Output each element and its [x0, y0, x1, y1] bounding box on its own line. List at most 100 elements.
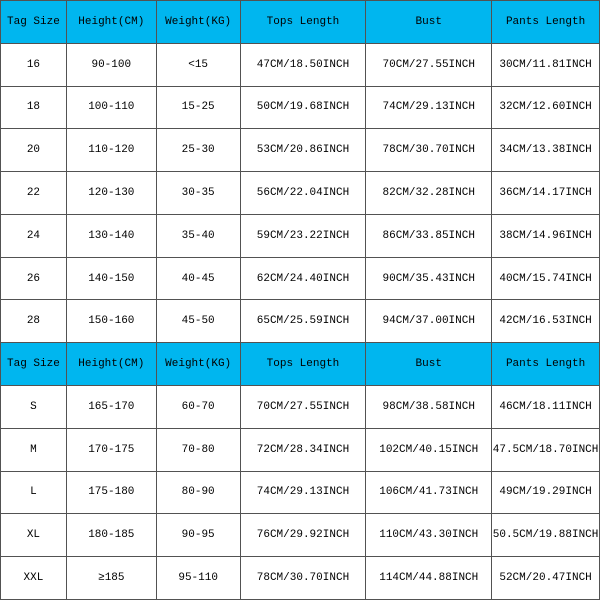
cell: 72CM/28.34INCH: [240, 428, 366, 471]
cell: 53CM/20.86INCH: [240, 129, 366, 172]
header-row-kids: Tag Size Height(CM) Weight(KG) Tops Leng…: [1, 1, 600, 44]
cell: 150-160: [66, 300, 156, 343]
cell: 32CM/12.60INCH: [492, 86, 600, 129]
cell: 95-110: [156, 557, 240, 600]
cell: 165-170: [66, 386, 156, 429]
table-row: 28150-16045-5065CM/25.59INCH94CM/37.00IN…: [1, 300, 600, 343]
cell: 106CM/41.73INCH: [366, 471, 492, 514]
table-row: XL180-18590-9576CM/29.92INCH110CM/43.30I…: [1, 514, 600, 557]
cell: 65CM/25.59INCH: [240, 300, 366, 343]
cell: 86CM/33.85INCH: [366, 214, 492, 257]
cell: ≥185: [66, 557, 156, 600]
cell: 82CM/32.28INCH: [366, 172, 492, 215]
col-weight: Weight(KG): [156, 343, 240, 386]
cell: 46CM/18.11INCH: [492, 386, 600, 429]
table-row: 22120-13030-3556CM/22.04INCH82CM/32.28IN…: [1, 172, 600, 215]
cell: 16: [1, 43, 67, 86]
table-row: 24130-14035-4059CM/23.22INCH86CM/33.85IN…: [1, 214, 600, 257]
cell: XXL: [1, 557, 67, 600]
col-height: Height(CM): [66, 1, 156, 44]
cell: 15-25: [156, 86, 240, 129]
cell: 18: [1, 86, 67, 129]
cell: 22: [1, 172, 67, 215]
table-row: XXL≥18595-11078CM/30.70INCH114CM/44.88IN…: [1, 557, 600, 600]
table-row: 20110-12025-3053CM/20.86INCH78CM/30.70IN…: [1, 129, 600, 172]
col-weight: Weight(KG): [156, 1, 240, 44]
size-chart-table: Tag Size Height(CM) Weight(KG) Tops Leng…: [0, 0, 600, 600]
cell: 47.5CM/18.70INCH: [492, 428, 600, 471]
header-row-adult: Tag Size Height(CM) Weight(KG) Tops Leng…: [1, 343, 600, 386]
cell: 90CM/35.43INCH: [366, 257, 492, 300]
cell: 94CM/37.00INCH: [366, 300, 492, 343]
cell: 90-95: [156, 514, 240, 557]
cell: 78CM/30.70INCH: [366, 129, 492, 172]
cell: 70-80: [156, 428, 240, 471]
cell: 98CM/38.58INCH: [366, 386, 492, 429]
cell: 102CM/40.15INCH: [366, 428, 492, 471]
cell: 36CM/14.17INCH: [492, 172, 600, 215]
cell: 100-110: [66, 86, 156, 129]
cell: 42CM/16.53INCH: [492, 300, 600, 343]
col-bust: Bust: [366, 1, 492, 44]
cell: 45-50: [156, 300, 240, 343]
col-height: Height(CM): [66, 343, 156, 386]
cell: 175-180: [66, 471, 156, 514]
cell: 56CM/22.04INCH: [240, 172, 366, 215]
cell: 50CM/19.68INCH: [240, 86, 366, 129]
cell: 40-45: [156, 257, 240, 300]
cell: 26: [1, 257, 67, 300]
cell: 76CM/29.92INCH: [240, 514, 366, 557]
cell: 62CM/24.40INCH: [240, 257, 366, 300]
cell: 28: [1, 300, 67, 343]
col-bust: Bust: [366, 343, 492, 386]
cell: 30CM/11.81INCH: [492, 43, 600, 86]
col-tops-length: Tops Length: [240, 1, 366, 44]
cell: 74CM/29.13INCH: [366, 86, 492, 129]
cell: 38CM/14.96INCH: [492, 214, 600, 257]
cell: 24: [1, 214, 67, 257]
cell: 47CM/18.50INCH: [240, 43, 366, 86]
cell: 70CM/27.55INCH: [240, 386, 366, 429]
cell: <15: [156, 43, 240, 86]
cell: 78CM/30.70INCH: [240, 557, 366, 600]
table-row: S165-17060-7070CM/27.55INCH98CM/38.58INC…: [1, 386, 600, 429]
cell: 40CM/15.74INCH: [492, 257, 600, 300]
cell: 49CM/19.29INCH: [492, 471, 600, 514]
cell: 90-100: [66, 43, 156, 86]
cell: 180-185: [66, 514, 156, 557]
cell: 35-40: [156, 214, 240, 257]
cell: L: [1, 471, 67, 514]
cell: 30-35: [156, 172, 240, 215]
cell: 60-70: [156, 386, 240, 429]
table-row: M170-17570-8072CM/28.34INCH102CM/40.15IN…: [1, 428, 600, 471]
cell: 110CM/43.30INCH: [366, 514, 492, 557]
col-tops-length: Tops Length: [240, 343, 366, 386]
cell: 130-140: [66, 214, 156, 257]
cell: 120-130: [66, 172, 156, 215]
cell: 20: [1, 129, 67, 172]
col-tag-size: Tag Size: [1, 343, 67, 386]
table-row: 1690-100<1547CM/18.50INCH70CM/27.55INCH3…: [1, 43, 600, 86]
table-row: L175-18080-9074CM/29.13INCH106CM/41.73IN…: [1, 471, 600, 514]
table-row: 26140-15040-4562CM/24.40INCH90CM/35.43IN…: [1, 257, 600, 300]
cell: 34CM/13.38INCH: [492, 129, 600, 172]
cell: 52CM/20.47INCH: [492, 557, 600, 600]
cell: 70CM/27.55INCH: [366, 43, 492, 86]
col-pants-length: Pants Length: [492, 1, 600, 44]
cell: 50.5CM/19.88INCH: [492, 514, 600, 557]
cell: XL: [1, 514, 67, 557]
cell: 25-30: [156, 129, 240, 172]
cell: S: [1, 386, 67, 429]
size-chart-wrapper: Tag Size Height(CM) Weight(KG) Tops Leng…: [0, 0, 600, 600]
cell: 59CM/23.22INCH: [240, 214, 366, 257]
col-pants-length: Pants Length: [492, 343, 600, 386]
cell: 110-120: [66, 129, 156, 172]
cell: 140-150: [66, 257, 156, 300]
cell: 80-90: [156, 471, 240, 514]
cell: 74CM/29.13INCH: [240, 471, 366, 514]
col-tag-size: Tag Size: [1, 1, 67, 44]
cell: 114CM/44.88INCH: [366, 557, 492, 600]
table-row: 18100-11015-2550CM/19.68INCH74CM/29.13IN…: [1, 86, 600, 129]
cell: M: [1, 428, 67, 471]
cell: 170-175: [66, 428, 156, 471]
